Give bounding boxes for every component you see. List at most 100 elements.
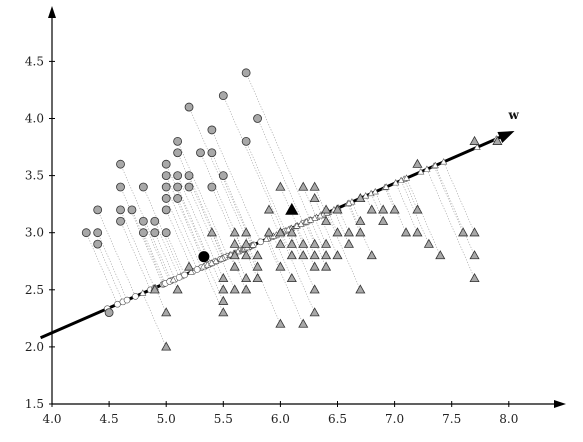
projection-line — [85, 232, 118, 305]
circle-point — [173, 182, 183, 192]
projection-line — [229, 255, 235, 268]
y-tick-label: 2.0 — [25, 340, 44, 354]
projection-line — [97, 209, 136, 297]
projection-line — [302, 186, 317, 218]
x-tick-label: 5.0 — [157, 412, 176, 426]
projected-triangle-point — [208, 259, 216, 266]
projected-triangle-point — [262, 235, 270, 242]
projection-line — [304, 222, 315, 245]
triangle-point — [218, 307, 229, 317]
projection-line — [245, 141, 286, 232]
circle-point — [218, 91, 228, 101]
projection-line — [188, 186, 221, 260]
projected-triangle-point — [392, 179, 400, 186]
projection-line — [310, 219, 327, 256]
triangle-point — [343, 227, 354, 237]
triangle-point — [218, 272, 229, 283]
projection-line — [291, 228, 304, 256]
projected-circle-point — [114, 300, 121, 308]
triangle-point — [309, 250, 320, 260]
projection-line — [426, 169, 475, 279]
projection-line — [143, 232, 166, 284]
circle-point — [161, 205, 171, 215]
triangle-point — [275, 261, 286, 271]
triangle-point — [309, 284, 320, 294]
projected-circle-point — [193, 266, 201, 273]
circle-point — [104, 308, 114, 318]
x-tick-label: 4.0 — [42, 412, 61, 426]
triangle-point — [229, 227, 240, 237]
projection-line — [165, 232, 185, 276]
circle-point — [93, 205, 103, 215]
circle-point — [241, 68, 251, 78]
projected-triangle-point — [417, 168, 425, 175]
projection-line — [347, 203, 361, 233]
projection-line — [314, 186, 327, 214]
triangle-point — [492, 135, 503, 145]
triangle-point — [229, 284, 240, 294]
circle-point — [161, 159, 171, 169]
triangle-point — [378, 204, 389, 214]
x-tick-label: 6.0 — [271, 412, 290, 426]
triangle-point — [229, 238, 240, 248]
triangle-point — [252, 261, 263, 271]
projection-line — [257, 118, 304, 224]
triangle-point — [298, 238, 309, 248]
circle-point — [184, 182, 194, 192]
circle-point — [150, 216, 160, 226]
triangle-point — [275, 238, 286, 248]
projection-line — [370, 193, 384, 222]
projected-triangle-point — [473, 143, 481, 150]
projection-line — [211, 232, 224, 259]
triangle-point — [469, 250, 480, 260]
projection-line — [120, 209, 155, 289]
projected-circle-point — [123, 296, 131, 304]
projection-line — [395, 182, 418, 233]
projected-circle-point — [175, 274, 183, 281]
projection-line — [280, 186, 298, 226]
circle-point — [138, 216, 148, 226]
circle-point — [161, 194, 171, 203]
projected-triangle-point — [345, 199, 353, 206]
projected-triangle-point — [249, 241, 257, 248]
projection-line — [211, 186, 241, 252]
projected-triangle-point — [382, 183, 390, 190]
triangle-point — [355, 193, 366, 203]
projection-line — [211, 129, 261, 242]
triangle-mean-point — [285, 202, 299, 215]
projection-line — [443, 161, 475, 233]
triangle-point — [435, 250, 446, 260]
class-means — [198, 202, 299, 263]
projection-line — [279, 233, 315, 313]
projected-triangle-point — [423, 165, 431, 172]
projected-circle-point — [132, 293, 139, 300]
projected-triangle-point — [212, 257, 220, 264]
projection-line — [203, 266, 224, 313]
vector-label: w — [508, 108, 520, 122]
projected-triangle-point — [297, 220, 305, 227]
y-axis-arrow — [48, 6, 56, 18]
triangle-point — [263, 227, 275, 237]
projection-line — [154, 232, 176, 280]
circle-mean-point — [198, 251, 210, 263]
circle-point — [161, 171, 171, 181]
triangle-point — [241, 250, 252, 260]
triangle-point — [309, 181, 320, 191]
projection-line — [273, 236, 293, 279]
triangle-point — [321, 204, 332, 214]
triangle-point — [298, 181, 309, 191]
projection-line — [120, 186, 164, 285]
projected-triangle-point — [402, 174, 411, 181]
triangle-point — [161, 307, 172, 317]
circle-point — [93, 228, 103, 238]
circle-point — [116, 216, 125, 226]
projected-triangle-point — [187, 268, 195, 275]
circle-point — [161, 182, 171, 192]
triangle-point — [423, 238, 434, 248]
projection-line — [177, 198, 208, 266]
triangle-point — [378, 215, 389, 225]
projection-line — [97, 232, 128, 301]
triangle-point — [241, 284, 252, 294]
projected-triangle-point — [316, 212, 324, 219]
